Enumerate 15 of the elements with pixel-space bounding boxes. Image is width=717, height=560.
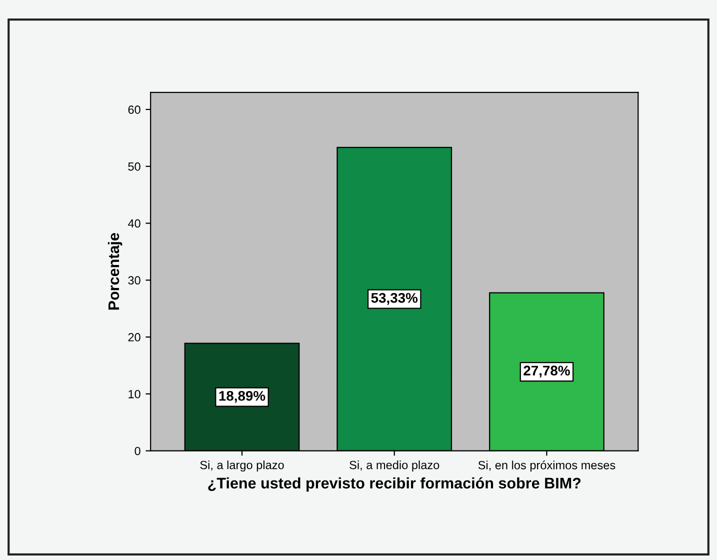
data-label: 18,89% (219, 390, 266, 403)
data-label: 53,33% (371, 293, 418, 305)
y-tick-label: 50 (128, 162, 140, 171)
y-tick-label: 10 (128, 390, 140, 398)
data-label: 27,78% (524, 366, 570, 378)
y-tick-label: 30 (128, 276, 140, 285)
y-tick-label: 60 (128, 106, 140, 114)
x-tick-label: Si, a medio plazo (350, 460, 440, 472)
y-tick-label: 20 (128, 333, 140, 342)
y-axis-title: Porcentaje (108, 233, 122, 310)
y-tick-label: 0 (134, 446, 140, 456)
x-tick-label: Si, en los próximos meses (478, 460, 616, 472)
y-tick-label: 40 (128, 219, 140, 228)
x-tick-label: Si, a largo plazo (200, 460, 284, 472)
x-axis-title: ¿Tiene usted previsto recibir formación sobre BIM? (208, 477, 581, 492)
